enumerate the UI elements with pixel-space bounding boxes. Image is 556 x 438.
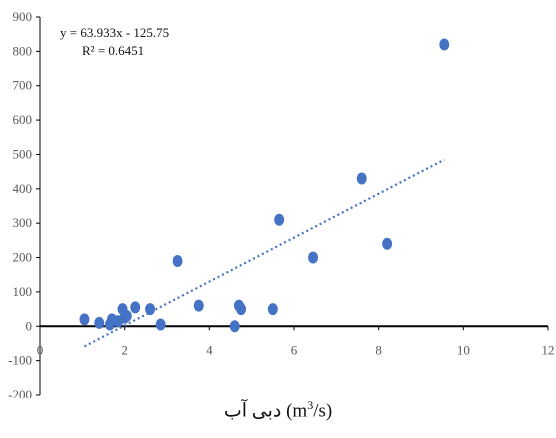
y-tick-label: 200 — [13, 250, 33, 265]
data-point — [236, 303, 247, 316]
trendline — [83, 158, 445, 348]
data-point — [274, 213, 285, 226]
data-point — [79, 313, 90, 326]
scatter-chart: -200 -100 0 100 200 300 400 500 600 700 800 900 0 2 4… — [8, 9, 555, 398]
data-point — [193, 299, 204, 312]
x-axis-label: دبی آب (m3/s) — [223, 398, 333, 422]
data-points — [79, 38, 450, 333]
y-tick-label: 300 — [13, 215, 33, 230]
y-tick-label: 400 — [13, 181, 33, 196]
trendline-equation: y = 63.933x - 125.75 — [60, 25, 169, 40]
data-point — [121, 309, 132, 322]
x-tick-label: 6 — [291, 342, 298, 357]
y-tick-label: 700 — [13, 78, 33, 93]
data-point — [229, 320, 240, 333]
y-tick-label: 100 — [13, 284, 33, 299]
y-tick-labels: -200 -100 0 100 200 300 400 500 600 700 800 900 — [8, 9, 40, 398]
x-tick-label: 8 — [375, 342, 382, 357]
x-tick-label: 2 — [121, 342, 128, 357]
data-point — [172, 254, 183, 267]
data-point — [267, 303, 278, 316]
x-tick-labels: 0 2 4 6 8 10 12 — [37, 326, 555, 357]
trendline-r-squared: R² = 0.6451 — [82, 43, 144, 58]
x-tick-label: 10 — [457, 342, 470, 357]
y-tick-label: -200 — [8, 387, 32, 398]
x-tick-label: 0 — [37, 342, 44, 357]
data-point — [356, 172, 367, 185]
y-tick-label: 900 — [13, 9, 33, 24]
y-tick-label: 600 — [13, 112, 33, 127]
y-tick-label: 800 — [13, 43, 33, 58]
trendline-path — [83, 158, 445, 348]
data-point — [145, 303, 156, 316]
data-point — [155, 318, 166, 331]
x-tick-label: 4 — [206, 342, 213, 357]
data-point — [94, 316, 105, 329]
data-point — [130, 301, 141, 314]
data-point — [439, 38, 450, 51]
y-tick-label: 500 — [13, 146, 33, 161]
data-point — [382, 237, 393, 250]
y-tick-label: -100 — [8, 353, 32, 368]
y-tick-label: 0 — [26, 318, 33, 333]
x-tick-label: 12 — [542, 342, 555, 357]
data-point — [308, 251, 319, 264]
